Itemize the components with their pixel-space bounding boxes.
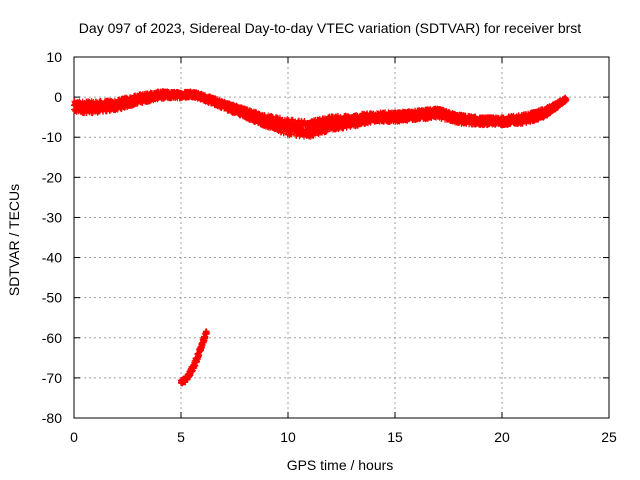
series-short-track <box>178 328 210 387</box>
plot-frame <box>73 56 610 419</box>
y-axis-label: SDTVAR / TECUs <box>6 184 22 296</box>
y-tick-label: -20 <box>42 169 62 185</box>
series-main-track <box>71 88 570 140</box>
x-tick-label: 20 <box>494 429 510 445</box>
y-tick-label: -60 <box>42 330 62 346</box>
x-tick-label: 15 <box>387 429 403 445</box>
grid <box>74 57 609 418</box>
x-axis-label: GPS time / hours <box>287 457 394 473</box>
y-tick-labels: 10 0 -10 -20 -30 -40 -50 -60 -70 -80 <box>42 49 62 426</box>
y-tick-label: -40 <box>42 250 62 266</box>
x-tick-labels: 0 5 10 15 20 25 <box>70 429 617 445</box>
y-tick-label: 10 <box>46 49 62 65</box>
x-tick-label: 10 <box>280 429 296 445</box>
data-point <box>203 330 210 337</box>
y-tick-label: -30 <box>42 209 62 225</box>
data-point <box>563 96 570 103</box>
x-tick-label: 0 <box>70 429 78 445</box>
ticks <box>73 56 610 419</box>
chart-title: Day 097 of 2023, Sidereal Day-to-day VTE… <box>79 20 581 36</box>
y-tick-label: 0 <box>54 89 62 105</box>
x-tick-label: 5 <box>177 429 185 445</box>
y-tick-label: -80 <box>42 410 62 426</box>
y-tick-label: -70 <box>42 370 62 386</box>
y-tick-label: -10 <box>42 129 62 145</box>
y-tick-label: -50 <box>42 290 62 306</box>
data-points <box>71 88 570 387</box>
x-tick-label: 25 <box>601 429 617 445</box>
